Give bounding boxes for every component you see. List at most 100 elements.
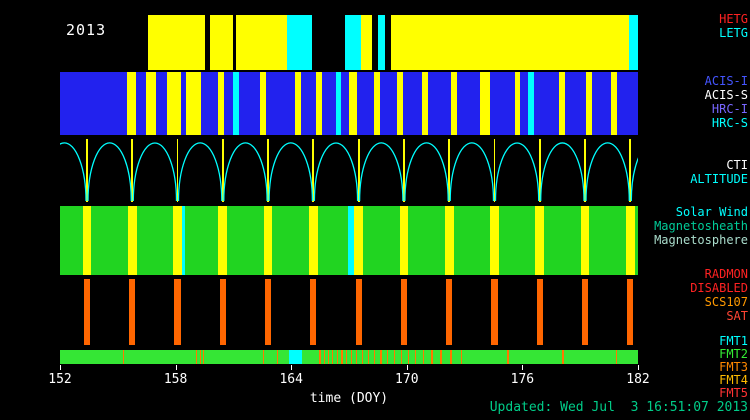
- label-scs107: SCS107: [704, 295, 748, 309]
- perigee-mark: [264, 279, 272, 345]
- label-fmt3: FMT3: [719, 360, 748, 374]
- segment: [377, 15, 385, 70]
- label-solar-wind: Solar Wind: [675, 205, 748, 219]
- band-regions: [60, 206, 638, 275]
- label-fmt5: FMT5: [719, 386, 748, 400]
- bands-container: [60, 0, 638, 420]
- tick-mark: [562, 350, 564, 364]
- tick-mark: [400, 350, 403, 364]
- perigee-mark: [629, 139, 632, 202]
- perigee-mark: [83, 279, 91, 345]
- x-tick: [406, 365, 408, 370]
- perigee-mark: [627, 279, 634, 345]
- x-tick-label: 176: [510, 372, 535, 387]
- segment: [288, 350, 302, 364]
- perigee-mark: [131, 139, 134, 202]
- x-tick-label: 182: [626, 372, 650, 387]
- perigee-mark: [493, 139, 496, 202]
- label-hrc-s: HRC-S: [711, 116, 748, 130]
- x-tick-label: 152: [48, 372, 72, 387]
- tick-mark: [414, 350, 417, 364]
- perigee-mark: [354, 206, 363, 275]
- perigee-mark: [400, 279, 407, 345]
- segment: [295, 72, 301, 135]
- perigee-mark: [221, 139, 224, 202]
- tick-mark: [386, 350, 389, 364]
- x-tick: [175, 365, 177, 370]
- segment: [233, 15, 237, 70]
- segment: [585, 72, 592, 135]
- updated-timestamp: Updated: Wed Jul 3 16:51:07 2013: [489, 400, 748, 415]
- segment: [166, 72, 182, 135]
- segment: [127, 72, 136, 135]
- segment: [374, 72, 380, 135]
- x-tick: [60, 365, 61, 370]
- perigee-mark: [536, 279, 543, 345]
- tick-mark: [327, 350, 330, 364]
- tick-mark: [431, 350, 433, 364]
- label-hetg: HETG: [719, 12, 748, 26]
- x-tick-label: 164: [279, 372, 303, 387]
- tick-mark: [361, 350, 364, 364]
- x-tick: [522, 365, 524, 370]
- perigee-mark: [355, 279, 362, 345]
- label-radmon: RADMON: [704, 267, 748, 281]
- tick-mark: [422, 350, 425, 364]
- labels-radmon: RADMON DISABLED SCS107 SAT: [690, 267, 748, 323]
- label-cti: CTI: [726, 158, 748, 172]
- label-hrc-i: HRC-I: [711, 102, 748, 116]
- perigee-mark: [263, 206, 273, 275]
- perigee-mark: [82, 206, 92, 275]
- segment: [372, 15, 378, 70]
- perigee-mark: [491, 279, 498, 345]
- year-label: 2013: [66, 21, 107, 39]
- tick-mark: [262, 350, 264, 364]
- perigee-mark: [446, 279, 453, 345]
- segment: [559, 72, 565, 135]
- tick-mark: [356, 350, 358, 364]
- tick-mark: [616, 350, 618, 364]
- segment: [146, 72, 156, 135]
- tick-mark: [122, 350, 125, 364]
- segment: [204, 15, 211, 70]
- segment: [397, 72, 403, 135]
- segment: [287, 15, 313, 70]
- segment: [312, 15, 345, 70]
- band-fmt: [60, 350, 638, 364]
- band-gratings: [60, 15, 638, 70]
- tick-mark: [380, 350, 382, 364]
- band-instruments: [60, 72, 638, 135]
- perigee-mark: [580, 206, 590, 275]
- segment: [422, 72, 428, 135]
- label-disabled: DISABLED: [690, 281, 748, 295]
- segment: [348, 206, 355, 275]
- segment: [335, 72, 342, 135]
- segment: [233, 72, 240, 135]
- perigee-mark: [312, 139, 315, 202]
- tick-mark: [196, 350, 198, 364]
- tick-mark: [507, 350, 509, 364]
- segment: [349, 72, 357, 135]
- perigee-mark: [176, 139, 179, 202]
- labels-gratings: HETG LETG: [719, 12, 748, 40]
- perigee-mark: [402, 139, 405, 202]
- perigee-mark: [444, 206, 454, 275]
- label-altitude: ALTITUDE: [690, 172, 748, 186]
- tick-mark: [336, 350, 339, 364]
- band-radmon: [60, 279, 638, 345]
- perigee-mark: [174, 279, 181, 345]
- perigee-mark: [357, 139, 360, 202]
- label-magnetosheath: Magnetosheath: [654, 219, 748, 233]
- x-tick-label: 158: [163, 372, 188, 387]
- segment: [611, 72, 617, 135]
- tick-mark: [199, 350, 201, 364]
- segment: [480, 72, 490, 135]
- x-tick: [291, 365, 293, 370]
- label-sat: SAT: [726, 309, 748, 323]
- perigee-mark: [219, 279, 226, 345]
- tick-mark: [393, 350, 396, 364]
- segment: [514, 72, 521, 135]
- label-letg: LETG: [719, 26, 748, 40]
- tick-mark: [332, 350, 334, 364]
